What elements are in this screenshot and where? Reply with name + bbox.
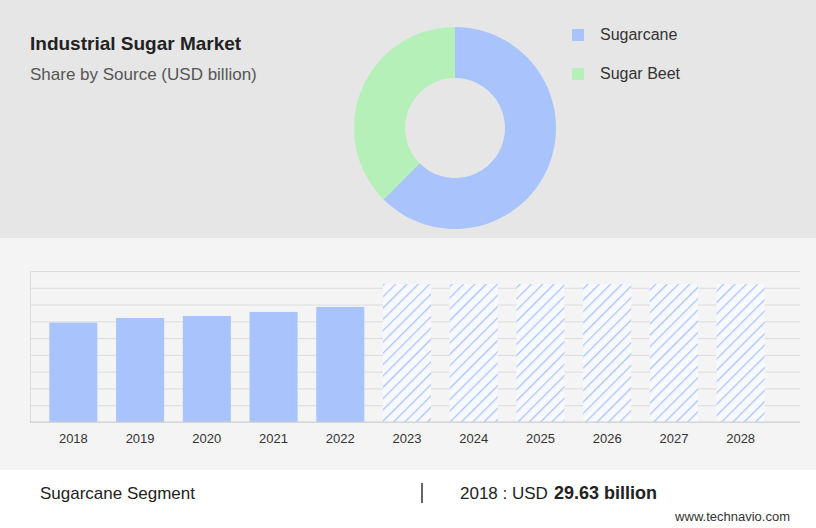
value-prefix: 2018 : USD xyxy=(460,484,548,503)
subtitle: Share by Source (USD billion) xyxy=(30,65,257,84)
chart-root: Industrial Sugar Market Share by Source (… xyxy=(0,0,816,528)
x-axis: 2018 2019 2020 2021 2022 2023 2024 2025 2026 2027… xyxy=(30,422,800,446)
legend-swatch xyxy=(572,68,584,80)
legend-label: Sugarcane xyxy=(600,26,677,43)
y-tick xyxy=(30,422,800,423)
bar xyxy=(316,307,364,422)
value-amount: 29.63 billion xyxy=(554,483,657,503)
separator xyxy=(421,483,423,503)
bar xyxy=(450,284,498,422)
x-tick-label: 2018 xyxy=(59,431,88,446)
y-axis xyxy=(30,272,800,423)
title: Industrial Sugar Market xyxy=(30,33,242,54)
x-tick-label: 2025 xyxy=(526,431,555,446)
bar xyxy=(516,284,564,422)
x-tick: 2019 xyxy=(126,422,155,446)
x-tick-label: 2027 xyxy=(659,431,688,446)
footer-panel xyxy=(0,470,816,528)
top-panel xyxy=(0,0,816,238)
source: www.technavio.com xyxy=(674,509,790,524)
bar xyxy=(383,284,431,422)
bar xyxy=(183,316,231,422)
segment-label: Sugarcane Segment xyxy=(40,484,195,503)
x-tick-label: 2024 xyxy=(459,431,488,446)
y-tick xyxy=(30,271,800,272)
donut xyxy=(354,27,556,229)
bar xyxy=(49,323,97,422)
slice xyxy=(354,27,455,199)
x-tick: 2018 xyxy=(59,422,88,446)
x-tick-label: 2020 xyxy=(192,431,221,446)
legend: Sugarcane Sugar Beet xyxy=(572,26,681,82)
x-tick: 2027 xyxy=(659,422,688,446)
segment-value: 2018 : USD 29.63 billion xyxy=(460,483,657,503)
grid-line xyxy=(30,271,800,272)
bar xyxy=(583,284,631,422)
x-tick: 2026 xyxy=(593,422,622,446)
bar xyxy=(250,312,298,422)
x-tick: 2021 xyxy=(259,422,288,446)
x-tick-label: 2026 xyxy=(593,431,622,446)
x-tick: 2022 xyxy=(326,422,355,446)
legend-label: Sugar Beet xyxy=(600,65,681,82)
x-tick-label: 2021 xyxy=(259,431,288,446)
legend-swatch xyxy=(572,29,584,41)
bar xyxy=(116,318,164,422)
x-tick: 2028 xyxy=(726,422,755,446)
x-tick: 2024 xyxy=(459,422,488,446)
bar xyxy=(717,284,765,422)
grid-line xyxy=(30,422,800,423)
x-axis-line xyxy=(30,422,800,423)
x-tick: 2023 xyxy=(393,422,422,446)
bars xyxy=(49,284,764,422)
x-tick-label: 2023 xyxy=(393,431,422,446)
bar-panel xyxy=(0,238,816,470)
x-tick: 2020 xyxy=(192,422,221,446)
y-axis-line xyxy=(31,272,801,423)
x-tick-label: 2019 xyxy=(126,431,155,446)
x-tick: 2025 xyxy=(526,422,555,446)
x-tick-label: 2028 xyxy=(726,431,755,446)
x-tick-label: 2022 xyxy=(326,431,355,446)
bar xyxy=(650,284,698,422)
